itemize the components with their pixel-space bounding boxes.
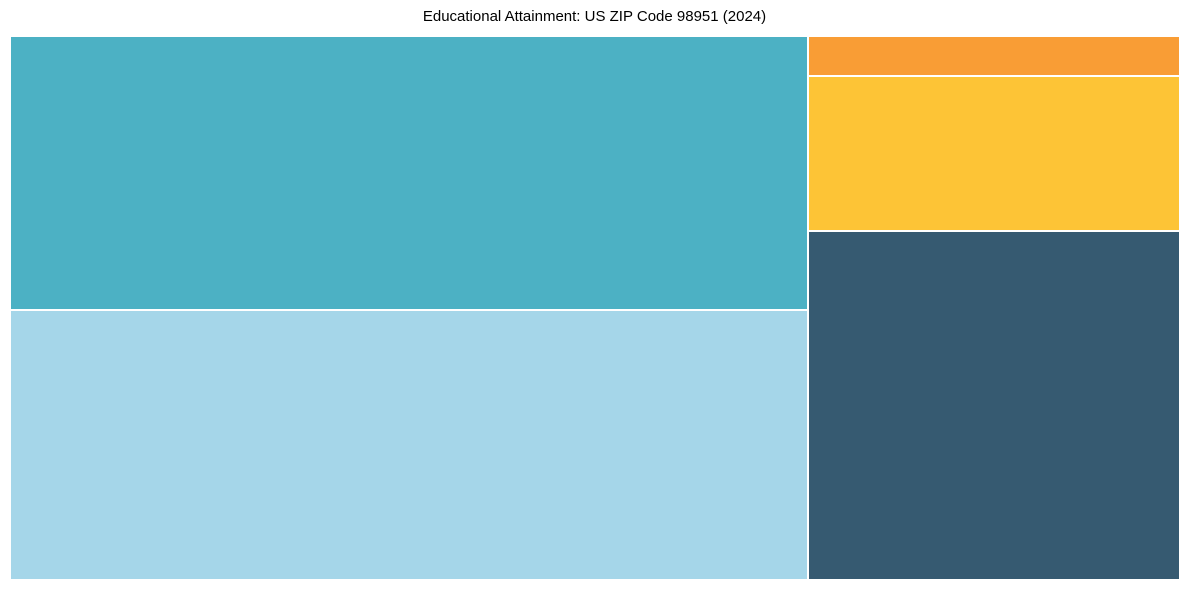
treemap-tile-dark-slate-tile[interactable]	[807, 231, 1180, 580]
treemap-canvas	[10, 36, 1180, 580]
treemap-tile-yellow-tile[interactable]	[807, 75, 1180, 232]
chart-title: Educational Attainment: US ZIP Code 9895…	[422, 8, 767, 25]
treemap-tile-orange-tile[interactable]	[807, 36, 1180, 76]
treemap-tile-teal-tile[interactable]	[10, 36, 808, 310]
treemap-tile-light-blue-tile[interactable]	[10, 309, 808, 580]
